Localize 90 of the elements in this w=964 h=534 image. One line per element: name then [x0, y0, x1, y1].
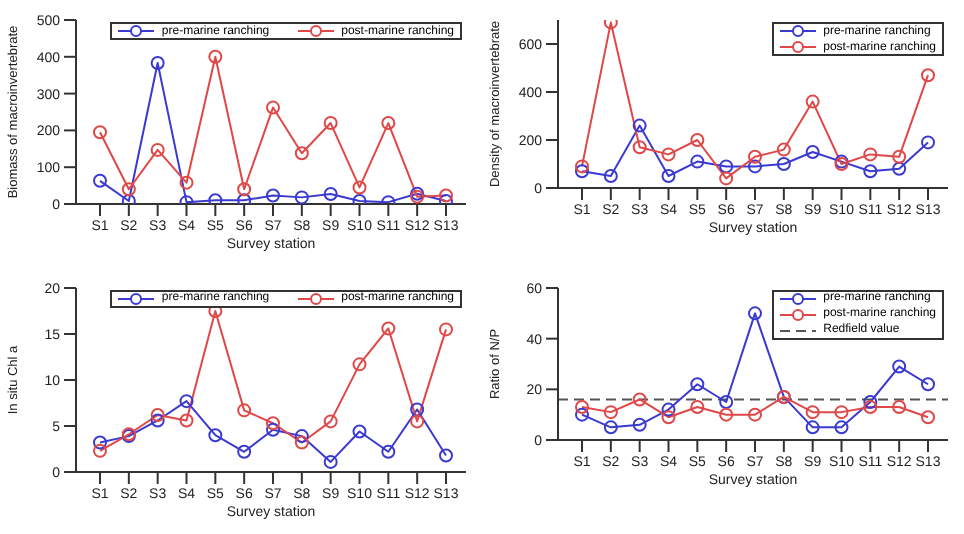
point [892, 149, 907, 164]
point [237, 182, 252, 197]
point [690, 133, 705, 147]
point [93, 125, 107, 140]
point [93, 442, 107, 457]
point [748, 149, 762, 164]
point [381, 116, 396, 131]
point [237, 402, 252, 417]
point [834, 419, 849, 434]
point [121, 182, 136, 197]
point [892, 161, 907, 176]
point [603, 419, 618, 434]
point [834, 404, 849, 419]
point [208, 49, 223, 64]
point [805, 145, 820, 159]
point [150, 142, 165, 157]
point [690, 154, 705, 169]
point [719, 159, 734, 174]
point [266, 100, 280, 115]
point [661, 409, 676, 424]
point [150, 406, 165, 421]
point [352, 423, 367, 438]
point [632, 416, 647, 431]
point [439, 194, 453, 204]
point [748, 159, 762, 174]
point [719, 171, 734, 186]
point [266, 421, 280, 436]
point [603, 169, 618, 183]
point [575, 159, 589, 174]
point [439, 188, 453, 203]
point [294, 190, 309, 204]
point [208, 427, 223, 442]
point [179, 412, 194, 427]
point [632, 118, 647, 133]
point [93, 434, 107, 449]
point [150, 412, 165, 427]
point [410, 413, 425, 428]
point [921, 135, 935, 150]
point [150, 56, 165, 71]
point [237, 443, 252, 458]
point [323, 116, 338, 131]
point [661, 147, 676, 162]
point [603, 404, 618, 419]
point [748, 305, 762, 320]
point [93, 173, 107, 188]
point [381, 320, 396, 335]
point [632, 140, 647, 155]
point [921, 376, 935, 391]
point [266, 188, 280, 203]
point [575, 164, 589, 179]
point [632, 391, 647, 406]
point [805, 94, 820, 109]
point [921, 409, 935, 424]
point [323, 413, 338, 428]
point [439, 447, 453, 462]
point [237, 193, 252, 204]
point [439, 321, 453, 336]
point [323, 187, 338, 202]
point [294, 146, 309, 161]
point [208, 193, 223, 204]
point [863, 147, 878, 162]
point [410, 401, 425, 416]
point [892, 399, 907, 414]
point [719, 394, 734, 408]
point [661, 169, 676, 183]
point [776, 142, 791, 157]
point [690, 376, 705, 391]
point [294, 434, 309, 449]
point [921, 68, 935, 83]
point [352, 356, 367, 371]
point [805, 404, 820, 419]
point [690, 399, 705, 414]
point [661, 401, 676, 416]
point [892, 358, 907, 373]
point [294, 428, 309, 443]
point [352, 180, 367, 195]
point [179, 393, 194, 408]
point [266, 415, 280, 430]
point [381, 443, 396, 458]
point [719, 406, 734, 421]
point [776, 157, 791, 171]
point [863, 164, 878, 179]
point [323, 453, 338, 468]
point [179, 175, 194, 190]
point [863, 394, 878, 408]
point [863, 399, 878, 414]
point [748, 406, 762, 421]
point [575, 399, 589, 414]
point [805, 419, 820, 434]
point [575, 406, 589, 421]
